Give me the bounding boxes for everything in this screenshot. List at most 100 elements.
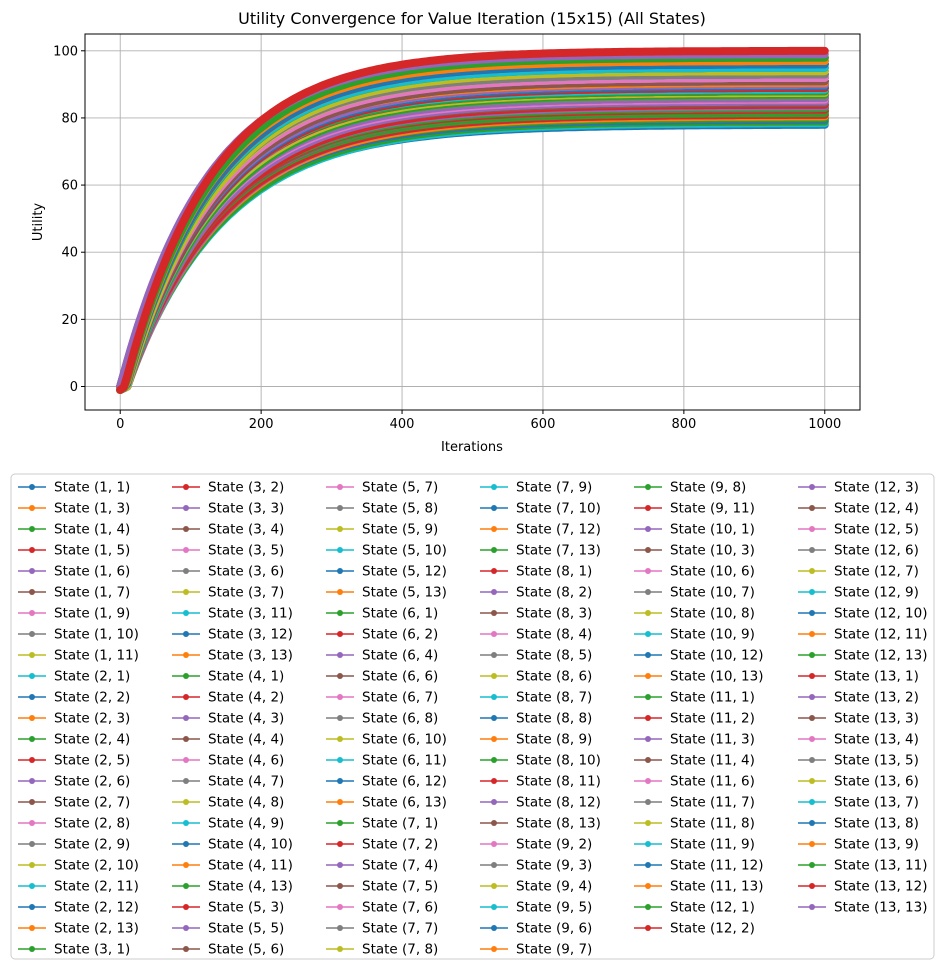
legend-marker [183, 715, 189, 721]
legend-entry-label: State (5, 10) [362, 543, 447, 559]
x-tick-label: 200 [249, 417, 274, 432]
legend-entry-label: State (11, 9) [670, 837, 755, 853]
legend-entry-label: State (1, 4) [54, 522, 130, 538]
legend-marker [183, 589, 189, 595]
legend-marker [645, 799, 651, 805]
legend-entry-label: State (11, 4) [670, 753, 755, 769]
legend-entry-label: State (6, 8) [362, 711, 438, 727]
legend-entry-label: State (3, 7) [208, 585, 284, 601]
legend-marker [29, 715, 35, 721]
legend-marker [809, 757, 815, 763]
legend-entry-label: State (5, 9) [362, 522, 438, 538]
legend-entry-label: State (6, 11) [362, 753, 447, 769]
legend-entry-label: State (8, 7) [516, 690, 592, 706]
legend-marker [337, 589, 343, 595]
legend-marker [29, 610, 35, 616]
legend-entry-label: State (10, 7) [670, 585, 755, 601]
legend-entry-label: State (3, 3) [208, 501, 284, 517]
legend-entry-label: State (4, 9) [208, 816, 284, 832]
legend-entry-label: State (6, 10) [362, 732, 447, 748]
legend-marker [183, 694, 189, 700]
legend-entry-label: State (1, 3) [54, 501, 130, 517]
legend-entry-label: State (12, 4) [834, 501, 919, 517]
legend-entry-label: State (7, 12) [516, 522, 601, 538]
legend-entry-label: State (6, 7) [362, 690, 438, 706]
legend-marker [645, 694, 651, 700]
legend-marker [809, 715, 815, 721]
legend-marker [645, 673, 651, 679]
legend-entry-label: State (5, 13) [362, 585, 447, 601]
legend-entry-label: State (3, 4) [208, 522, 284, 538]
legend-entry-label: State (2, 5) [54, 753, 130, 769]
legend-marker [491, 757, 497, 763]
legend-marker [645, 904, 651, 910]
legend-marker [337, 631, 343, 637]
legend-marker [183, 820, 189, 826]
legend-entry-label: State (13, 9) [834, 837, 919, 853]
legend-marker [809, 862, 815, 868]
legend-frame [10, 473, 935, 960]
legend-entry-label: State (3, 5) [208, 543, 284, 559]
legend-marker [809, 484, 815, 490]
legend-marker [29, 925, 35, 931]
legend-entry-label: State (4, 6) [208, 753, 284, 769]
legend-marker [337, 505, 343, 511]
legend-entry-label: State (3, 11) [208, 606, 293, 622]
legend-marker [337, 799, 343, 805]
legend-marker [809, 799, 815, 805]
legend-marker [491, 673, 497, 679]
legend-entry-label: State (6, 1) [362, 606, 438, 622]
legend-entry-label: State (10, 13) [670, 669, 764, 685]
legend-marker [183, 547, 189, 553]
legend-marker [29, 631, 35, 637]
legend-marker [645, 610, 651, 616]
legend-marker [337, 778, 343, 784]
legend-marker [337, 694, 343, 700]
legend-marker [337, 904, 343, 910]
legend-marker [491, 505, 497, 511]
legend-marker [809, 736, 815, 742]
legend-entry-label: State (7, 4) [362, 858, 438, 874]
legend-entry-label: State (1, 11) [54, 648, 139, 664]
legend-marker [809, 820, 815, 826]
legend-entry-label: State (4, 3) [208, 711, 284, 727]
plot-area-frame [84, 33, 861, 411]
legend-entry-label: State (2, 10) [54, 858, 139, 874]
legend-entry-label: State (13, 1) [834, 669, 919, 685]
legend-marker [29, 946, 35, 952]
legend-entry-label: State (13, 12) [834, 879, 928, 895]
legend-entry-label: State (11, 8) [670, 816, 755, 832]
legend-marker [337, 946, 343, 952]
legend-marker [183, 631, 189, 637]
legend-marker [645, 526, 651, 532]
legend-entry-label: State (5, 5) [208, 921, 284, 937]
legend-marker [337, 526, 343, 532]
legend-entry-label: State (10, 3) [670, 543, 755, 559]
legend-marker [183, 484, 189, 490]
legend-marker [809, 610, 815, 616]
legend-marker [337, 652, 343, 658]
legend-marker [29, 568, 35, 574]
legend-marker [29, 526, 35, 532]
legend-entry-label: State (10, 12) [670, 648, 764, 664]
series-layer [116, 46, 829, 394]
legend-marker [491, 946, 497, 952]
legend-entry-label: State (13, 6) [834, 774, 919, 790]
legend-entry-label: State (11, 3) [670, 732, 755, 748]
legend-marker [337, 484, 343, 490]
legend-marker [809, 841, 815, 847]
legend-entry-label: State (4, 13) [208, 879, 293, 895]
legend-entry-label: State (2, 1) [54, 669, 130, 685]
legend-marker [491, 526, 497, 532]
legend-entry-label: State (7, 7) [362, 921, 438, 937]
legend-entry-label: State (12, 5) [834, 522, 919, 538]
legend-marker [337, 820, 343, 826]
legend-marker [645, 547, 651, 553]
legend-entry-label: State (8, 4) [516, 627, 592, 643]
legend-entry-label: State (13, 7) [834, 795, 919, 811]
legend-marker [491, 883, 497, 889]
legend-entry-label: State (1, 5) [54, 543, 130, 559]
x-tick-label: 800 [671, 417, 696, 432]
legend-entry-label: State (13, 11) [834, 858, 928, 874]
